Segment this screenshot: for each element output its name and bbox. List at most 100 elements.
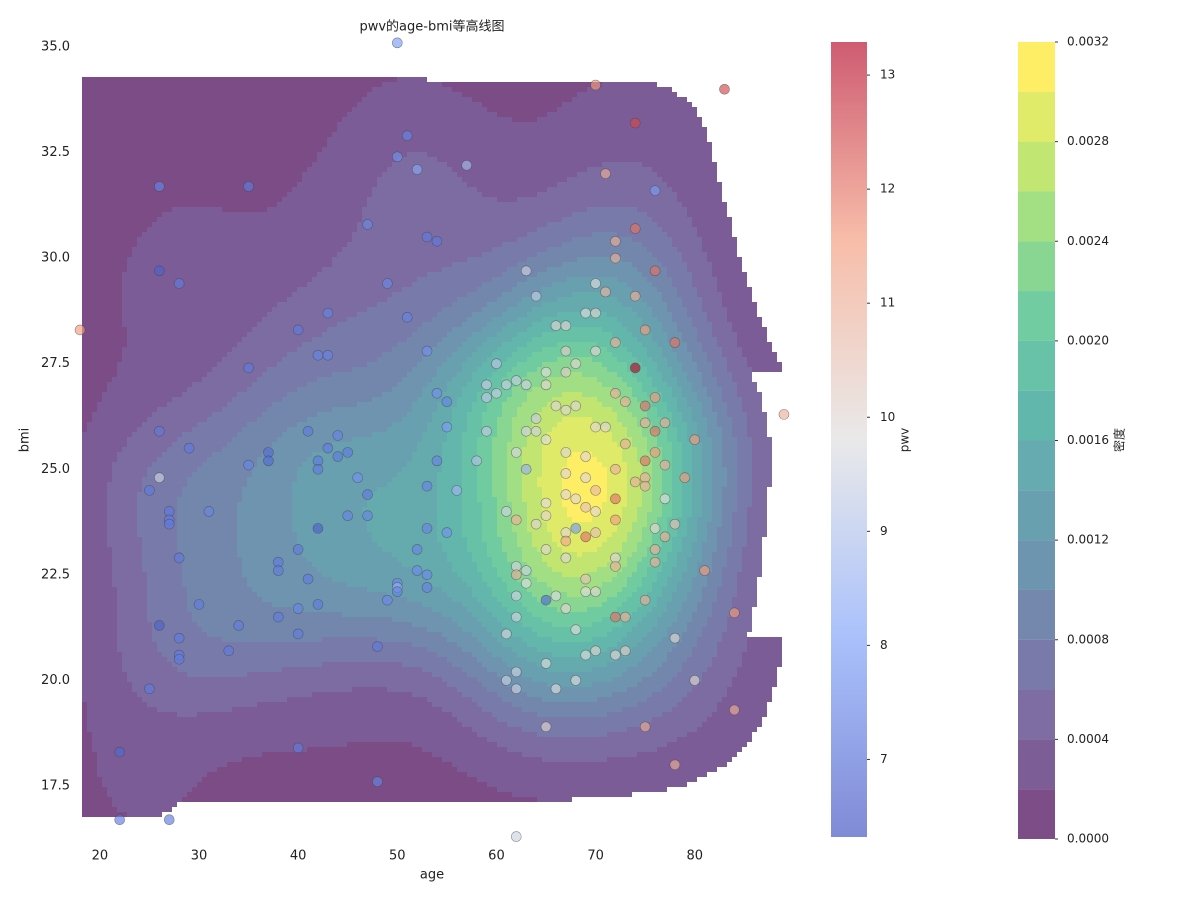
- density-region: [642, 602, 657, 607]
- density-region: [702, 487, 712, 492]
- density-region: [497, 417, 512, 422]
- density-region: [497, 567, 512, 572]
- density-region: [687, 657, 712, 662]
- density-region: [677, 377, 687, 382]
- density-region: [642, 502, 652, 507]
- density-region: [92, 747, 307, 752]
- density-tick-label: 0.0008: [1067, 632, 1109, 646]
- density-region: [482, 522, 497, 527]
- density-region: [647, 592, 662, 597]
- density-region: [697, 392, 707, 397]
- density-region: [82, 552, 112, 557]
- density-region: [82, 197, 282, 202]
- density-region: [627, 667, 657, 672]
- density-region: [597, 547, 622, 552]
- density-region: [207, 372, 262, 377]
- density-region: [642, 537, 652, 542]
- density-region: [667, 557, 677, 562]
- density-region: [302, 552, 392, 557]
- data-point: [312, 349, 324, 361]
- density-region: [737, 337, 767, 342]
- density-region: [507, 397, 527, 402]
- density-region: [137, 237, 352, 242]
- density-region: [732, 532, 747, 537]
- density-region: [667, 582, 677, 587]
- density-region: [82, 407, 97, 412]
- density-region: [712, 662, 742, 667]
- density-region: [577, 172, 657, 177]
- density-region: [222, 357, 282, 362]
- data-point: [669, 518, 681, 530]
- density-region: [372, 432, 422, 437]
- density-region: [457, 372, 472, 377]
- density-region: [472, 652, 492, 657]
- density-region: [122, 447, 167, 452]
- density-region: [507, 627, 532, 632]
- density-region: [517, 407, 542, 412]
- density-region: [707, 582, 722, 587]
- density-region: [717, 587, 737, 592]
- density-region: [487, 782, 687, 787]
- density-region: [497, 422, 512, 427]
- density-region: [647, 302, 667, 307]
- density-region: [542, 502, 562, 507]
- density-region: [82, 812, 127, 817]
- density-region: [202, 462, 257, 467]
- density-region: [612, 407, 627, 412]
- density-region: [82, 372, 117, 377]
- density-region: [622, 322, 642, 327]
- density-region: [697, 232, 732, 237]
- density-region: [567, 277, 617, 282]
- density-region: [307, 457, 412, 462]
- density-region: [237, 517, 292, 522]
- density-colorbar-band: [1018, 490, 1055, 541]
- density-region: [127, 262, 332, 267]
- density-region: [462, 692, 497, 697]
- density-region: [172, 442, 227, 447]
- y-axis-label: bmi: [18, 428, 33, 453]
- density-region: [627, 487, 642, 492]
- density-region: [477, 677, 502, 682]
- density-region: [392, 422, 427, 427]
- density-region: [117, 587, 147, 592]
- density-region: [622, 587, 637, 592]
- density-region: [402, 377, 432, 382]
- density-region: [82, 462, 112, 467]
- density-region: [517, 197, 677, 202]
- density-region: [477, 732, 537, 737]
- density-region: [482, 387, 497, 392]
- density-region: [462, 497, 477, 502]
- density-region: [727, 357, 747, 362]
- density-region: [707, 572, 722, 577]
- density-region: [712, 262, 742, 267]
- density-region: [657, 557, 667, 562]
- density-region: [252, 327, 327, 332]
- density-region: [442, 452, 462, 457]
- density-region: [407, 597, 452, 602]
- density-region: [507, 682, 547, 687]
- density-region: [177, 547, 237, 552]
- density-region: [752, 442, 772, 447]
- density-region: [527, 277, 567, 282]
- density-region: [372, 187, 477, 192]
- density-region: [187, 387, 247, 392]
- density-region: [382, 82, 442, 87]
- density-region: [712, 492, 722, 497]
- density-region: [82, 737, 92, 742]
- density-region: [117, 597, 147, 602]
- density-region: [547, 682, 592, 687]
- density-region: [617, 607, 637, 612]
- density-region: [227, 442, 272, 447]
- density-region: [317, 377, 402, 382]
- density-region: [507, 552, 522, 557]
- density-region: [597, 457, 622, 462]
- density-region: [297, 532, 372, 537]
- density-region: [722, 387, 737, 392]
- density-region: [677, 432, 687, 437]
- density-region: [182, 432, 237, 437]
- density-region: [667, 682, 697, 687]
- density-region: [162, 212, 362, 217]
- density-region: [712, 512, 722, 517]
- plot-area: [74, 37, 790, 842]
- density-region: [117, 602, 147, 607]
